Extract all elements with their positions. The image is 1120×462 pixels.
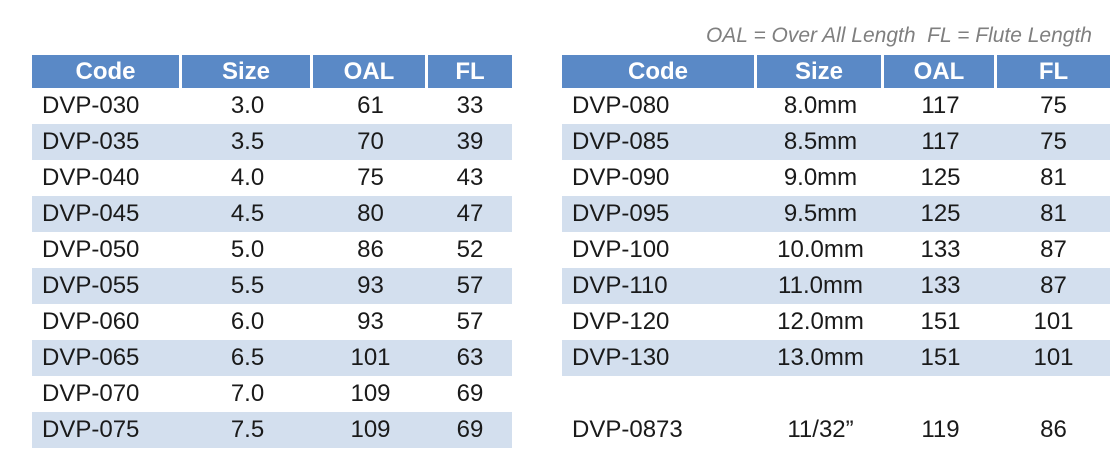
column-header: Size: [757, 55, 884, 88]
value-cell: 125: [884, 196, 997, 232]
value-cell: 57: [456, 308, 484, 335]
value-cell: 5.5: [182, 268, 313, 304]
code-cell: DVP-075: [32, 412, 182, 448]
value-cell: 4.0: [230, 164, 265, 191]
value-cell: 87: [997, 268, 1110, 304]
value-cell: 119: [921, 416, 960, 443]
code-cell: DVP-080: [572, 92, 670, 119]
code-cell: DVP-095: [562, 196, 757, 232]
value-cell: 93: [357, 308, 384, 335]
value-cell: 87: [1040, 236, 1067, 263]
value-cell: 117: [921, 92, 960, 119]
value-cell: 101: [997, 340, 1110, 376]
value-cell: 109: [313, 412, 428, 448]
value-cell: 69: [428, 412, 512, 448]
value-cell: 70: [313, 124, 428, 160]
code-cell: DVP-110: [562, 268, 757, 304]
value-cell: 57: [428, 268, 512, 304]
value-cell: 3.0: [230, 92, 265, 119]
column-header: Code: [562, 55, 757, 88]
column-header: OAL: [313, 55, 428, 88]
value-cell: 43: [456, 164, 484, 191]
value-cell: 12.0mm: [777, 308, 864, 335]
value-cell: 47: [428, 196, 512, 232]
value-cell: 125: [920, 164, 961, 191]
code-cell: DVP-030: [42, 92, 140, 119]
code-cell: DVP-055: [32, 268, 182, 304]
column-header: Size: [182, 55, 313, 88]
value-cell: 86: [357, 236, 384, 263]
code-cell: DVP-0873: [572, 416, 683, 443]
code-cell: DVP-065: [32, 340, 182, 376]
value-cell: 9.5mm: [757, 196, 884, 232]
value-cell: 93: [313, 268, 428, 304]
value-cell: 7.0: [230, 380, 265, 407]
value-cell: 5.0: [230, 236, 265, 263]
column-header: FL: [428, 55, 515, 88]
value-cell: 33: [456, 92, 484, 119]
value-cell: 52: [456, 236, 484, 263]
value-cell: 11.0mm: [757, 268, 884, 304]
code-cell: DVP-050: [42, 236, 140, 263]
code-cell: DVP-085: [562, 124, 757, 160]
value-cell: 75: [357, 164, 384, 191]
value-cell: 3.5: [182, 124, 313, 160]
value-cell: 80: [313, 196, 428, 232]
code-cell: DVP-035: [32, 124, 182, 160]
value-cell: 8.0mm: [783, 92, 858, 119]
value-cell: 13.0mm: [757, 340, 884, 376]
code-cell: DVP-090: [572, 164, 670, 191]
value-cell: 39: [428, 124, 512, 160]
column-header: FL: [997, 55, 1113, 88]
code-cell: DVP-040: [42, 164, 140, 191]
value-cell: 117: [884, 124, 997, 160]
value-cell: 69: [456, 380, 484, 407]
value-cell: 101: [1033, 308, 1074, 335]
column-header: Code: [32, 55, 182, 88]
value-cell: 75: [997, 124, 1110, 160]
legend-note: OAL = Over All Length FL = Flute Length: [705, 24, 1092, 47]
code-cell: DVP-100: [572, 236, 670, 263]
code-cell: DVP-130: [562, 340, 757, 376]
value-cell: 151: [920, 308, 961, 335]
value-cell: 109: [350, 380, 391, 407]
value-cell: 86: [1040, 416, 1067, 443]
value-cell: 4.5: [182, 196, 313, 232]
value-cell: 9.0mm: [783, 164, 858, 191]
value-cell: 63: [428, 340, 512, 376]
code-cell: DVP-060: [42, 308, 140, 335]
code-cell: DVP-070: [42, 380, 140, 407]
value-cell: 6.0: [230, 308, 265, 335]
value-cell: 61: [357, 92, 384, 119]
value-cell: 133: [920, 236, 961, 263]
column-header: OAL: [884, 55, 997, 88]
value-cell: 75: [1040, 92, 1067, 119]
value-cell: 7.5: [182, 412, 313, 448]
value-cell: 151: [884, 340, 997, 376]
value-cell: 8.5mm: [757, 124, 884, 160]
value-cell: 10.0mm: [777, 236, 864, 263]
value-cell: 6.5: [182, 340, 313, 376]
value-cell: 81: [1040, 164, 1067, 191]
value-cell: 101: [313, 340, 428, 376]
value-cell: 133: [884, 268, 997, 304]
code-cell: DVP-120: [572, 308, 670, 335]
value-cell: 81: [997, 196, 1110, 232]
value-cell: 11/32”: [787, 416, 854, 443]
code-cell: DVP-045: [32, 196, 182, 232]
